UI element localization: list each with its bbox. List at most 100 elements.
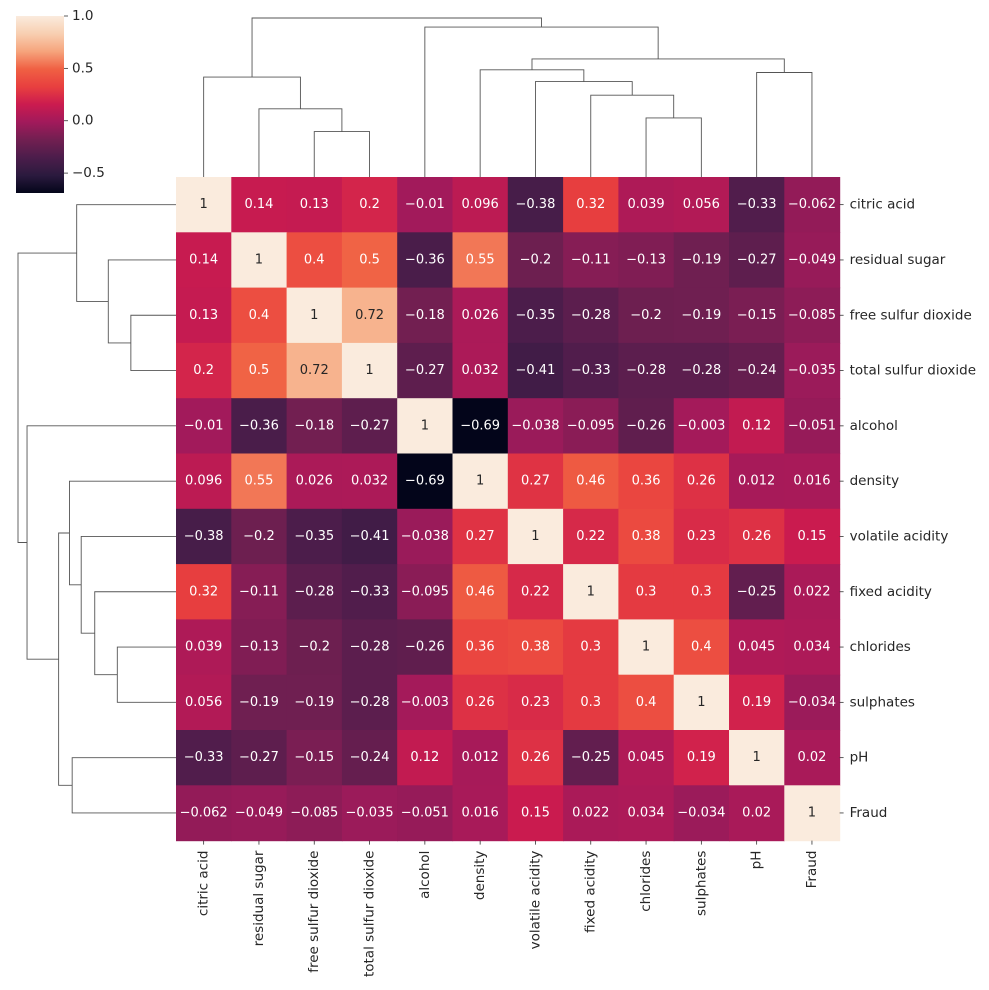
cell-value-label: −0.085 bbox=[290, 805, 338, 820]
column-tick-label: chlorides bbox=[638, 851, 654, 912]
heatmap-cell bbox=[397, 287, 454, 344]
heatmap-cell bbox=[397, 508, 454, 565]
cell-value-label: 0.36 bbox=[466, 640, 495, 655]
row-tick-label: total sulfur dioxide bbox=[850, 363, 976, 379]
heatmap-cell bbox=[563, 453, 619, 510]
heatmap-cell bbox=[397, 785, 454, 842]
cell-value-label: 0.032 bbox=[351, 474, 388, 489]
heatmap-cell bbox=[176, 453, 232, 510]
heatmap-cell bbox=[176, 232, 232, 289]
heatmap-cell bbox=[784, 730, 841, 786]
heatmap-cell bbox=[452, 287, 509, 344]
cell-value-label: −0.085 bbox=[788, 308, 836, 323]
cell-value-label: −0.33 bbox=[571, 363, 611, 378]
cell-value-label: 1 bbox=[753, 750, 761, 765]
cell-value-label: 0.056 bbox=[185, 695, 222, 710]
cell-value-label: −0.2 bbox=[298, 640, 330, 655]
heatmap-cell bbox=[286, 453, 343, 510]
cell-value-label: 0.27 bbox=[466, 529, 495, 544]
cell-value-label: −0.69 bbox=[460, 418, 500, 433]
cell-value-label: 0.5 bbox=[249, 363, 270, 378]
cell-value-label: −0.27 bbox=[350, 418, 390, 433]
row-tick-label: volatile acidity bbox=[850, 528, 949, 544]
column-dendrogram-link bbox=[313, 131, 370, 177]
column-tick-label: free sulfur dioxide bbox=[306, 851, 322, 973]
heatmap-cell bbox=[563, 342, 619, 399]
heatmap-cell bbox=[729, 730, 785, 786]
heatmap-cell bbox=[286, 785, 343, 842]
cell-value-label: −0.003 bbox=[677, 418, 725, 433]
cell-value-label: 0.55 bbox=[466, 252, 495, 267]
heatmap-cell bbox=[231, 453, 288, 510]
colorbar-tick-label: 0.0 bbox=[72, 113, 93, 129]
heatmap-cell bbox=[673, 342, 730, 399]
heatmap-cell bbox=[618, 564, 675, 620]
cell-value-label: 0.26 bbox=[687, 474, 716, 489]
cell-value-label: −0.35 bbox=[516, 308, 556, 323]
column-dendrogram-link bbox=[756, 72, 813, 177]
cell-value-label: 0.12 bbox=[410, 750, 439, 765]
cell-value-label: −0.24 bbox=[350, 750, 390, 765]
cell-value-label: −0.003 bbox=[401, 695, 449, 710]
cell-value-label: 0.32 bbox=[189, 584, 218, 599]
heatmap-cell bbox=[563, 232, 619, 289]
row-dendrogram-link bbox=[116, 646, 176, 703]
cell-value-label: −0.15 bbox=[294, 750, 334, 765]
heatmap-cell bbox=[618, 342, 675, 399]
heatmap-cell bbox=[286, 730, 343, 786]
cell-value-label: −0.26 bbox=[405, 640, 445, 655]
cell-value-label: 0.02 bbox=[742, 805, 771, 820]
heatmap-cell bbox=[563, 730, 619, 786]
row-dendrogram-link bbox=[26, 425, 176, 660]
heatmap-cell bbox=[231, 674, 288, 731]
cell-value-label: −0.095 bbox=[567, 418, 615, 433]
row-tick-label: citric acid bbox=[850, 197, 916, 213]
heatmap-cell bbox=[286, 342, 343, 399]
cell-value-label: 0.012 bbox=[462, 750, 499, 765]
row-tick-label: density bbox=[850, 473, 900, 489]
heatmap-cell bbox=[452, 177, 509, 233]
heatmap-cell bbox=[397, 177, 454, 233]
cell-value-label: 0.4 bbox=[304, 252, 325, 267]
cell-value-label: 0.38 bbox=[632, 529, 661, 544]
heatmap-cell bbox=[341, 564, 398, 620]
heatmap-cell bbox=[452, 398, 509, 455]
cell-value-label: −0.11 bbox=[571, 252, 611, 267]
cell-value-label: 0.096 bbox=[185, 474, 222, 489]
heatmap-cell bbox=[341, 232, 398, 289]
cell-value-label: −0.15 bbox=[737, 308, 777, 323]
heatmap-cell bbox=[618, 508, 675, 565]
row-tick-label: chlorides bbox=[850, 639, 911, 655]
row-dendrogram-link bbox=[17, 252, 77, 543]
cell-value-label: 0.012 bbox=[738, 474, 775, 489]
cell-value-label: 0.14 bbox=[189, 252, 218, 267]
cell-value-label: 0.4 bbox=[249, 308, 270, 323]
cell-value-label: 0.016 bbox=[462, 805, 499, 820]
cell-value-label: 0.3 bbox=[580, 640, 601, 655]
heatmap-cell bbox=[176, 508, 232, 565]
cell-value-label: −0.36 bbox=[405, 252, 445, 267]
cell-value-label: 1 bbox=[587, 584, 595, 599]
cell-value-label: −0.33 bbox=[737, 197, 777, 212]
heatmap-cell bbox=[452, 453, 509, 510]
heatmap-cell bbox=[341, 508, 398, 565]
cell-value-label: 0.15 bbox=[521, 805, 550, 820]
cell-value-label: 0.4 bbox=[691, 640, 712, 655]
cell-value-label: −0.26 bbox=[626, 418, 666, 433]
column-dendrogram-link bbox=[645, 117, 702, 177]
cell-value-label: 0.039 bbox=[185, 640, 222, 655]
heatmap-cell bbox=[452, 674, 509, 731]
heatmap-cell bbox=[673, 453, 730, 510]
heatmap-cell bbox=[618, 619, 675, 676]
cell-value-label: 0.022 bbox=[572, 805, 609, 820]
cell-value-label: −0.034 bbox=[677, 805, 725, 820]
column-tick-label: alcohol bbox=[417, 851, 433, 899]
cell-value-label: 0.13 bbox=[189, 308, 218, 323]
column-tick-label: volatile acidity bbox=[527, 851, 543, 950]
row-dendrogram-link bbox=[58, 532, 73, 786]
row-dendrogram-link bbox=[80, 536, 176, 634]
cell-value-label: 0.016 bbox=[793, 474, 830, 489]
cell-value-label: −0.38 bbox=[516, 197, 556, 212]
colorbar-tick-label: 0.5 bbox=[72, 60, 93, 76]
